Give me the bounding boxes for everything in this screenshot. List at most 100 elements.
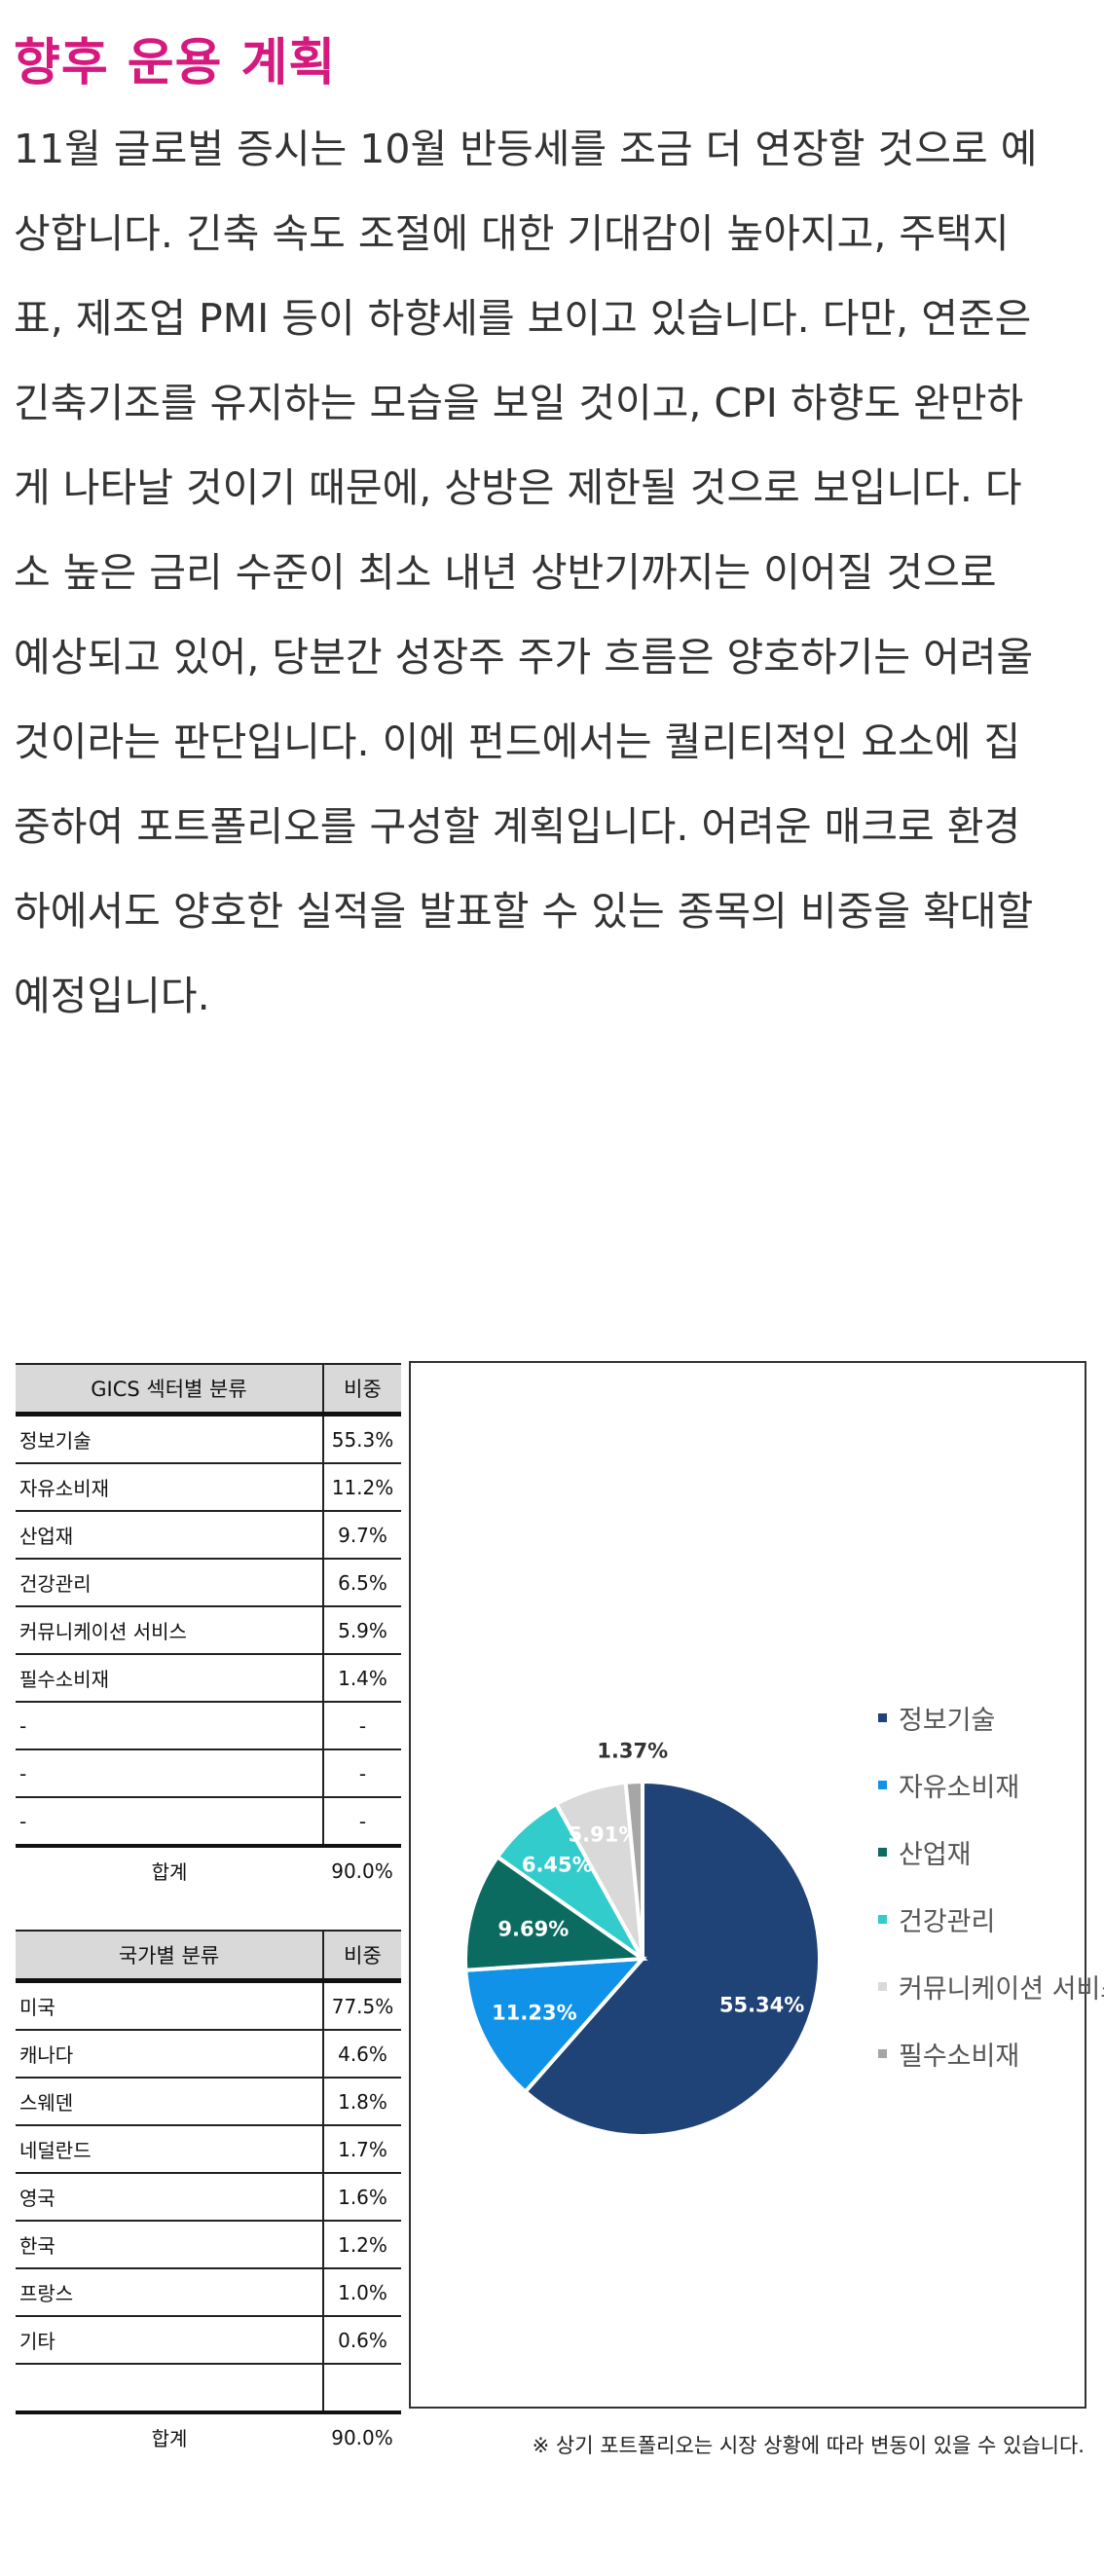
paragraph-line: 긴축기조를 유지하는 모습을 보일 것이고, CPI 하향도 완만하 <box>14 380 1024 426</box>
sector-name: - <box>16 1797 323 1847</box>
paragraph-line: 것이라는 판단입니다. 이에 펀드에서는 퀄리티적인 요소에 집 <box>14 718 1021 765</box>
legend-swatch <box>878 1982 887 1991</box>
table-row: -- <box>16 1797 401 1847</box>
sector-weight: 1.4% <box>322 1654 401 1703</box>
paragraph-line: 중하여 포트폴리오를 구성할 계획입니다. 어려운 매크로 환경 <box>14 803 1021 850</box>
table-row: 건강관리 6.5% <box>16 1559 401 1607</box>
country-name <box>16 2364 323 2413</box>
sector-name: 건강관리 <box>16 1559 323 1607</box>
legend-swatch <box>878 1713 887 1722</box>
pie-data-label: 55.34% <box>719 1993 804 2016</box>
country-weight: 1.8% <box>322 2078 401 2126</box>
total-label: 합계 <box>16 1844 323 1894</box>
country-weight: 1.6% <box>322 2173 401 2222</box>
pie-chart: 55.34% 11.23% 9.69% 6.45% 5.91% 1.37% <box>463 1739 822 2138</box>
sector-weight: - <box>322 1797 401 1847</box>
country-weight: 77.5% <box>322 1980 401 2031</box>
table-row: 커뮤니케이션 서비스 5.9% <box>16 1606 401 1655</box>
section-heading: 향후 운용 계획 <box>14 34 337 92</box>
table-row: 영국 1.6% <box>16 2173 401 2222</box>
table-row: -- <box>16 1702 401 1750</box>
table-row: 미국 77.5% <box>16 1980 401 2031</box>
legend-label: 필수소비재 <box>899 2042 1020 2072</box>
paragraph-line: 상합니다. 긴축 속도 조절에 대한 기대감이 높아지고, 주택지 <box>14 210 1010 257</box>
legend-item: 커뮤니케이션 서비스 <box>878 1953 1104 2020</box>
legend-item: 산업재 <box>878 1819 1104 1886</box>
sector-table-header-weight: 비중 <box>322 1363 401 1417</box>
country-name: 네덜란드 <box>16 2125 323 2174</box>
legend-item: 자유소비재 <box>878 1751 1104 1819</box>
legend-label: 건강관리 <box>899 1907 996 1937</box>
country-weight <box>322 2364 401 2413</box>
legend-label: 산업재 <box>899 1840 972 1870</box>
sector-name: 필수소비재 <box>16 1654 323 1703</box>
total-value: 90.0% <box>323 1844 401 1894</box>
table-row: 정보기술 55.3% <box>16 1414 401 1464</box>
country-name: 기타 <box>16 2316 323 2365</box>
pie-slice-0 <box>522 1779 822 2138</box>
pie-data-label: 11.23% <box>492 2002 576 2025</box>
sector-weight: - <box>322 1702 401 1750</box>
legend-item: 건강관리 <box>878 1886 1104 1953</box>
country-weight: 0.6% <box>322 2316 401 2365</box>
legend-label: 자유소비재 <box>899 1773 1020 1803</box>
country-table-header-category: 국가별 분류 <box>16 1930 323 1983</box>
total-value: 90.0% <box>323 2410 401 2460</box>
legend-swatch <box>878 1781 887 1789</box>
sector-name: - <box>16 1749 323 1798</box>
sector-weight: 55.3% <box>322 1414 401 1464</box>
pie-data-label: 6.45% <box>522 1854 593 1877</box>
sector-name: 자유소비재 <box>16 1463 323 1512</box>
legend-swatch <box>878 1915 887 1924</box>
sector-weight: - <box>322 1749 401 1798</box>
sector-weight: 9.7% <box>322 1511 401 1560</box>
table-row: 산업재 9.7% <box>16 1511 401 1560</box>
paragraph-line: 게 나타날 것이기 때문에, 상방은 제한될 것으로 보입니다. 다 <box>14 464 1022 511</box>
footnote: ※ 상기 포트폴리오는 시장 상황에 따라 변동이 있을 수 있습니다. <box>532 2434 1085 2457</box>
pie-slice-2 <box>463 1854 648 1972</box>
table-row: 기타 0.6% <box>16 2316 401 2365</box>
table-total-row: 합계 90.0% <box>16 2410 401 2460</box>
country-table: 국가별 분류 비중 미국 77.5% 캐나다 4.6% 스웨덴 1.8% 네덜란드 1.… <box>16 1930 401 2460</box>
table-row: 자유소비재 11.2% <box>16 1463 401 1512</box>
sector-name: - <box>16 1702 323 1750</box>
table-total-row: 합계 90.0% <box>16 1844 401 1894</box>
sector-weight: 11.2% <box>322 1463 401 1512</box>
country-weight: 1.0% <box>322 2268 401 2317</box>
paragraph-line: 표, 제조업 PMI 등이 하향세를 보이고 있습니다. 다만, 연준은 <box>14 295 1032 342</box>
body-paragraph: 11월 글로벌 증시는 10월 반등세를 조금 더 연장할 것으로 예 상합니다… <box>14 107 1090 1039</box>
table-row: 프랑스 1.0% <box>16 2268 401 2317</box>
legend-item: 정보기술 <box>878 1684 1104 1751</box>
sector-name: 산업재 <box>16 1511 323 1560</box>
paragraph-line: 예정입니다. <box>14 973 210 1019</box>
country-name: 한국 <box>16 2221 323 2269</box>
country-weight: 1.7% <box>322 2125 401 2174</box>
pie-slice-5 <box>623 1779 644 1960</box>
country-name: 스웨덴 <box>16 2078 323 2126</box>
sector-name: 정보기술 <box>16 1414 323 1464</box>
table-row: 필수소비재 1.4% <box>16 1654 401 1703</box>
legend-label: 커뮤니케이션 서비스 <box>899 1974 1104 2005</box>
country-name: 프랑스 <box>16 2268 323 2317</box>
table-row <box>16 2364 401 2413</box>
total-label: 합계 <box>16 2410 323 2460</box>
country-name: 캐나다 <box>16 2030 323 2079</box>
pie-data-label: 1.37% <box>597 1739 668 1762</box>
paragraph-line: 11월 글로벌 증시는 10월 반등세를 조금 더 연장할 것으로 예 <box>14 126 1038 172</box>
table-row: 스웨덴 1.8% <box>16 2078 401 2126</box>
country-name: 미국 <box>16 1980 323 2031</box>
legend-swatch <box>878 2049 887 2058</box>
country-weight: 1.2% <box>322 2221 401 2269</box>
sector-weight: 6.5% <box>322 1559 401 1607</box>
sector-table-header-category: GICS 섹터별 분류 <box>16 1363 323 1417</box>
table-row: 네덜란드 1.7% <box>16 2125 401 2174</box>
country-table-header-weight: 비중 <box>322 1930 401 1983</box>
sector-weight: 5.9% <box>322 1606 401 1655</box>
table-row: 캐나다 4.6% <box>16 2030 401 2079</box>
pie-slice-1 <box>463 1956 647 2095</box>
pie-data-label: 9.69% <box>497 1917 569 1940</box>
table-row: -- <box>16 1749 401 1798</box>
legend-item: 필수소비재 <box>878 2020 1104 2087</box>
legend-swatch <box>878 1848 887 1857</box>
